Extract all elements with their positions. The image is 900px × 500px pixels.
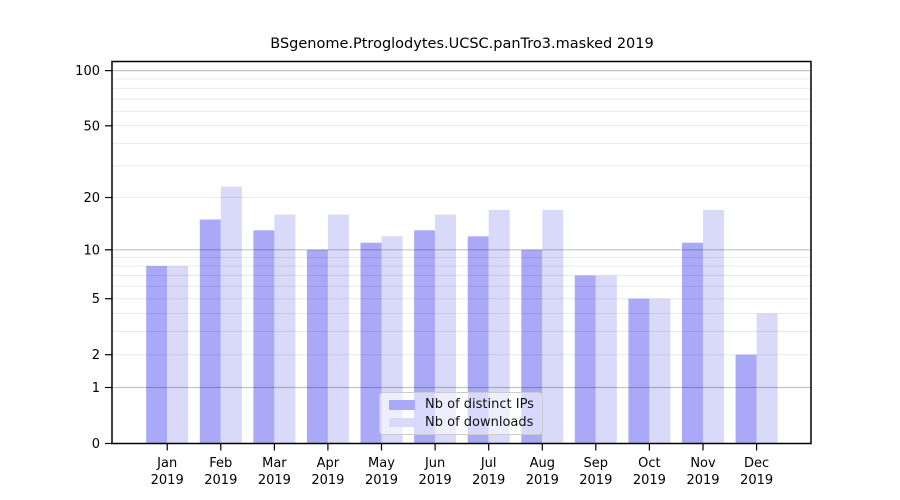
bar-distinct-ips-jun: [414, 230, 436, 444]
legend-label-downloads: Nb of downloads: [425, 414, 534, 430]
bar-distinct-ips-jul: [467, 236, 489, 444]
x-tick-label-month: May: [368, 456, 395, 471]
x-tick-label-year: 2019: [419, 473, 452, 488]
x-axis: Jan 2019 Feb 2019 Mar 2019 Apr 2019 May 2019 Jun 20…: [151, 443, 773, 488]
y-tick-label: 100: [75, 64, 100, 79]
x-tick-label-year: 2019: [204, 473, 237, 488]
x-tick-label-year: 2019: [740, 473, 773, 488]
bar-distinct-ips-dec: [735, 354, 757, 444]
bar-downloads-oct: [649, 298, 671, 444]
x-tick-label-year: 2019: [526, 473, 559, 488]
x-tick-label-year: 2019: [365, 473, 398, 488]
x-tick-label-year: 2019: [633, 473, 666, 488]
bar-downloads-sep: [595, 275, 617, 444]
y-tick-label: 2: [92, 348, 100, 363]
legend-swatch-downloads: [389, 417, 415, 427]
x-tick-label-year: 2019: [472, 473, 505, 488]
bar-distinct-ips-sep: [574, 275, 596, 444]
x-tick-label-year: 2019: [151, 473, 184, 488]
y-tick-label: 20: [83, 191, 100, 206]
legend: Nb of distinct IPs Nb of downloads: [379, 392, 543, 435]
x-tick-label-month: Nov: [690, 456, 716, 471]
x-tick-label-month: Jun: [424, 456, 445, 471]
x-tick-label-month: Jul: [480, 456, 497, 471]
plot-border: [111, 60, 812, 445]
bar-downloads-may: [381, 236, 403, 444]
x-tick-label-month: Apr: [317, 456, 340, 471]
x-tick-label-month: Dec: [744, 456, 769, 471]
x-tick-label-month: Feb: [209, 456, 232, 471]
y-tick-label: 5: [92, 292, 100, 307]
bar-distinct-ips-mar: [253, 230, 275, 444]
y-axis: 0 1 2 5 10 20 50 100: [75, 64, 112, 452]
x-tick-label-month: Jan: [156, 456, 177, 471]
bar-downloads-mar: [274, 214, 296, 444]
x-tick-label-year: 2019: [579, 473, 612, 488]
x-tick-label-year: 2019: [311, 473, 344, 488]
y-tick-label: 1: [92, 381, 100, 396]
bar-distinct-ips-may: [360, 242, 382, 444]
bar-downloads-aug: [542, 210, 564, 444]
bar-downloads-apr: [327, 214, 349, 444]
gridlines-group: [112, 69, 811, 389]
legend-swatch-distinct-ips: [389, 400, 415, 410]
bar-downloads-feb: [220, 186, 242, 444]
x-tick-label-month: Oct: [638, 456, 660, 471]
bar-downloads-dec: [756, 313, 778, 444]
bar-downloads-nov: [703, 210, 724, 444]
bar-downloads-jun: [435, 214, 457, 444]
y-tick-label: 50: [83, 119, 100, 134]
legend-label-distinct-ips: Nb of distinct IPs: [425, 397, 534, 413]
bar-distinct-ips-apr: [306, 249, 328, 444]
legend-item-downloads: Nb of downloads: [389, 414, 536, 432]
y-tick-label: 10: [83, 243, 100, 258]
x-tick-label-month: Mar: [262, 456, 287, 471]
bar-downloads-jul: [488, 210, 510, 444]
legend-item-distinct-ips: Nb of distinct IPs: [389, 396, 536, 414]
bar-distinct-ips-oct: [628, 298, 650, 444]
x-tick-label-month: Aug: [530, 456, 555, 471]
x-tick-label-year: 2019: [258, 473, 291, 488]
bar-distinct-ips-nov: [682, 242, 703, 444]
y-tick-label: 0: [92, 437, 100, 452]
chart-title: BSgenome.Ptroglodytes.UCSC.panTro3.maske…: [270, 36, 654, 52]
x-tick-label-month: Sep: [584, 456, 609, 471]
x-tick-label-year: 2019: [686, 473, 719, 488]
